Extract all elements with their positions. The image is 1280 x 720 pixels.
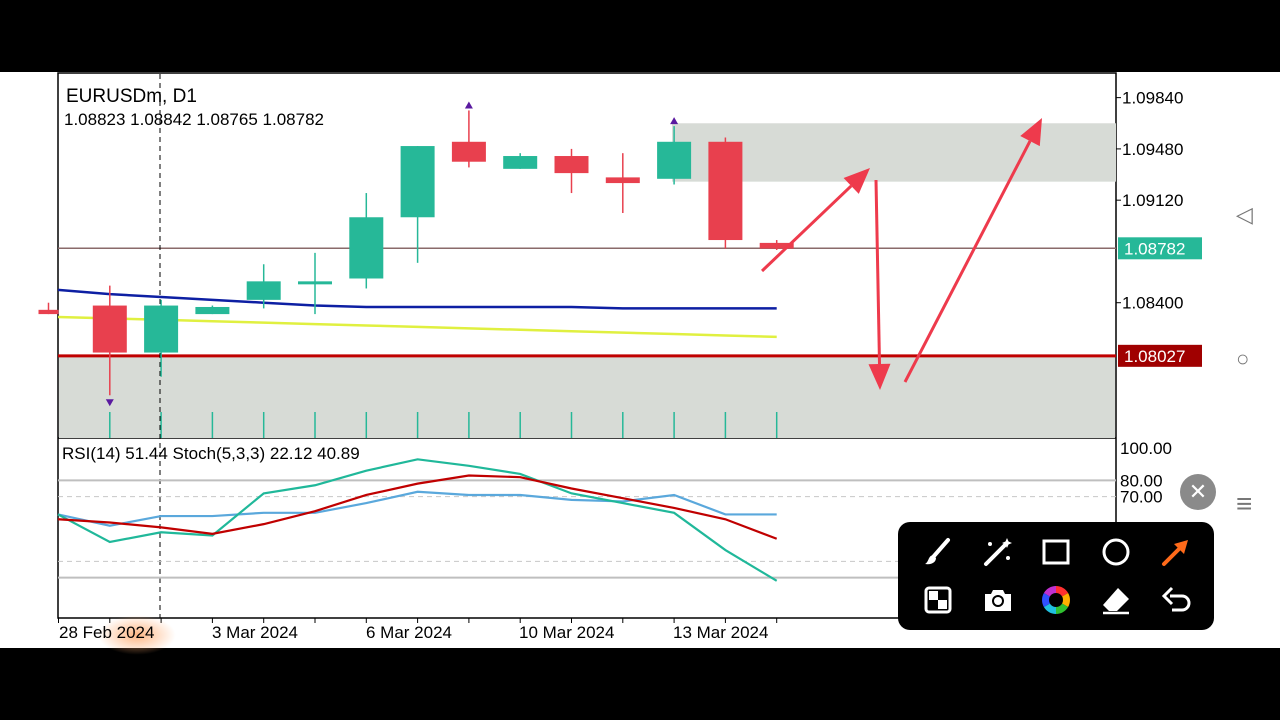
candle-body — [708, 141, 743, 241]
fractal-down-marker — [105, 399, 114, 407]
arrow-head — [868, 363, 891, 390]
drawn-arrow-down — [868, 179, 891, 390]
indicator-tick-label: 70.00 — [1120, 488, 1163, 507]
arrow-icon[interactable] — [1156, 532, 1196, 572]
candle-body — [657, 141, 692, 179]
touch-highlight — [98, 615, 176, 655]
home-nav-icon[interactable]: ○ — [1236, 346, 1250, 371]
mosaic-icon[interactable] — [918, 580, 958, 620]
moving-average-blue — [57, 288, 777, 310]
arrow-head — [1020, 118, 1042, 147]
candle-body — [503, 156, 538, 169]
indicator-tick-label: 100.00 — [1120, 439, 1172, 458]
y-tick-label: 1.09120 — [1122, 191, 1183, 210]
back-nav-icon[interactable]: ◁ — [1236, 202, 1253, 227]
candle-body — [400, 146, 435, 218]
date-label: 13 Mar 2024 — [673, 623, 769, 642]
arrow-shaft — [874, 179, 882, 365]
date-label: 28 Feb 2024 — [59, 623, 155, 642]
brush-icon[interactable] — [918, 532, 958, 572]
camera-icon[interactable] — [978, 580, 1018, 620]
current-price-tag — [1118, 237, 1202, 260]
date-label: 3 Mar 2024 — [212, 623, 298, 642]
arrow-shaft — [760, 184, 853, 273]
moving-average-yellow — [57, 315, 777, 339]
undo-icon[interactable] — [1156, 580, 1196, 620]
y-tick-label: 1.09480 — [1122, 140, 1183, 159]
candle-body — [554, 156, 589, 174]
fractal-up-marker — [464, 101, 473, 109]
candle-body — [349, 217, 384, 279]
candle-body — [298, 281, 332, 285]
date-label: 6 Mar 2024 — [366, 623, 452, 642]
candle-body — [38, 309, 59, 315]
candle-body — [144, 305, 179, 353]
candle-body — [451, 141, 486, 162]
candle-body — [605, 177, 640, 184]
candle-body — [92, 305, 127, 353]
drawn-arrow-up-1 — [760, 168, 870, 273]
fractal-up-marker — [670, 117, 679, 125]
indicator-series-line — [57, 474, 778, 540]
indicator-tick-label: 80.00 — [1120, 471, 1163, 490]
color-wheel-icon[interactable] — [1036, 580, 1076, 620]
candle-body — [246, 281, 281, 300]
current-price-label: 1.08782 — [1124, 239, 1185, 258]
date-label: 10 Mar 2024 — [519, 623, 615, 642]
y-tick-label: 1.09840 — [1122, 89, 1183, 108]
magic-wand-icon[interactable] — [978, 532, 1018, 572]
level-price-tag — [1118, 344, 1202, 367]
indicator-series-line — [57, 458, 778, 582]
demand-zone — [59, 356, 1115, 438]
eraser-icon[interactable] — [1096, 580, 1136, 620]
menu-nav-icon[interactable]: ≡ — [1236, 488, 1253, 519]
arrow-head — [843, 168, 870, 194]
candle-body — [759, 242, 794, 249]
close-toolbar-button[interactable]: ✕ — [1180, 474, 1216, 510]
arrow-shaft — [903, 140, 1032, 383]
drawn-arrow-up-2 — [903, 118, 1042, 383]
chart-screen[interactable]: 1.09840 1.09480 1.09120 1.08400 1.08782 1.080… — [0, 72, 1280, 655]
rectangle-icon[interactable] — [1036, 532, 1076, 572]
supply-zone — [672, 123, 1116, 182]
candle-body — [195, 306, 230, 315]
drawing-toolbar — [898, 522, 1214, 630]
circle-icon[interactable] — [1096, 532, 1136, 572]
chart-canvas[interactable]: 1.09840 1.09480 1.09120 1.08400 1.08782 1.080… — [0, 72, 1280, 648]
chart-title: EURUSDm, D1 — [66, 86, 197, 107]
level-price-label: 1.08027 — [1124, 347, 1185, 366]
y-tick-label: 1.08400 — [1122, 294, 1183, 313]
main-price-pane: 1.09840 1.09480 1.09120 1.08400 1.08782 1.080… — [38, 72, 1202, 619]
indicator-label: RSI(14) 51.44 Stoch(5,3,3) 22.12 40.89 — [62, 444, 360, 463]
indicator-series-line — [57, 490, 777, 527]
ohlc-readout: 1.08823 1.08842 1.08765 1.08782 — [64, 110, 324, 129]
